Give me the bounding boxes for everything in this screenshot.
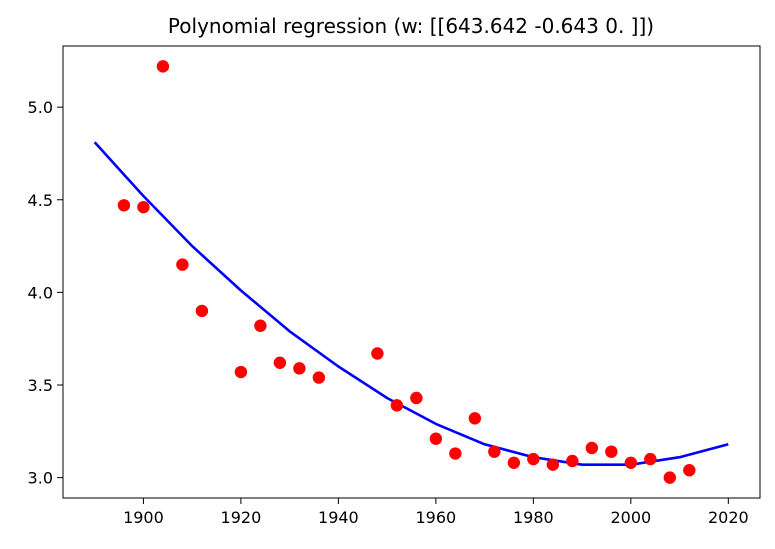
data-point	[429, 432, 443, 445]
y-tick-label: 3.0	[28, 469, 53, 488]
x-tick-label: 1960	[416, 508, 457, 527]
data-point	[507, 456, 521, 470]
data-point	[371, 347, 384, 360]
data-point	[156, 60, 170, 73]
data-point	[254, 319, 267, 332]
data-point	[488, 445, 501, 458]
data-point	[468, 412, 482, 425]
y-tick-label: 5.0	[28, 98, 53, 117]
data-point	[585, 441, 599, 455]
x-tick-label: 2020	[708, 508, 749, 527]
data-point	[137, 200, 150, 214]
data-point	[527, 452, 540, 466]
data-point	[624, 456, 638, 470]
data-point	[117, 199, 131, 212]
x-axis: 1900 1920 1940 1960 1980 2000 2020	[123, 498, 749, 527]
data-point	[273, 356, 287, 369]
fit-line	[93, 141, 729, 466]
data-point	[293, 362, 306, 375]
y-tick-label: 3.5	[28, 376, 53, 395]
data-point	[234, 365, 248, 379]
data-point	[566, 454, 579, 468]
data-points	[117, 60, 696, 484]
data-point	[195, 304, 209, 318]
x-tick-label: 2000	[610, 508, 651, 527]
data-point	[683, 464, 696, 477]
y-axis: 3.0 3.5 4.0 4.5 5.0	[28, 98, 63, 488]
x-tick-label: 1940	[318, 508, 359, 527]
data-point	[546, 458, 560, 471]
data-point	[663, 471, 677, 484]
x-tick-label: 1900	[123, 508, 164, 527]
x-tick-label: 1980	[513, 508, 554, 527]
data-point	[449, 447, 462, 460]
data-point	[312, 371, 326, 384]
data-point	[176, 258, 189, 271]
x-tick-label: 1920	[221, 508, 262, 527]
data-point	[605, 445, 618, 458]
data-point	[410, 391, 423, 405]
data-point	[644, 452, 657, 466]
chart-title: Polynomial regression (w: [[643.642 -0.6…	[168, 14, 654, 38]
data-point	[390, 399, 404, 412]
fit-line-group	[93, 141, 729, 466]
y-tick-label: 4.0	[28, 283, 53, 302]
plot-area	[62, 45, 761, 499]
y-tick-label: 4.5	[28, 191, 53, 210]
